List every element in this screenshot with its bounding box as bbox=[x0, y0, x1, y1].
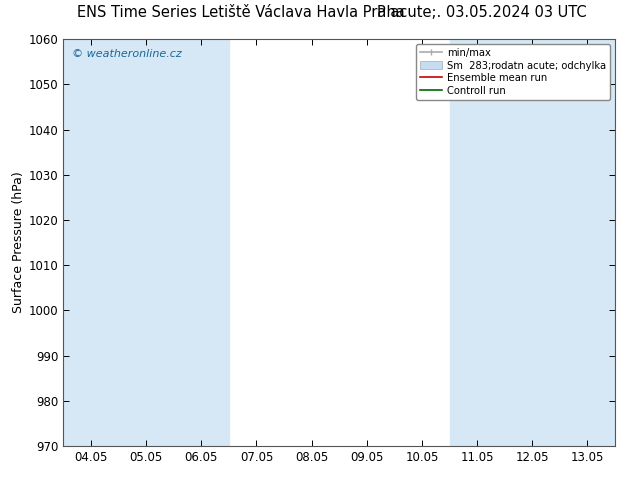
Bar bbox=[450, 39, 505, 446]
Y-axis label: Surface Pressure (hPa): Surface Pressure (hPa) bbox=[11, 172, 25, 314]
Text: P acute;. 03.05.2024 03 UTC: P acute;. 03.05.2024 03 UTC bbox=[377, 4, 586, 20]
Legend: min/max, Sm  283;rodatn acute; odchylka, Ensemble mean run, Controll run: min/max, Sm 283;rodatn acute; odchylka, … bbox=[416, 44, 610, 99]
Text: © weatheronline.cz: © weatheronline.cz bbox=[72, 49, 181, 59]
Bar bbox=[560, 39, 615, 446]
Bar bbox=[174, 39, 229, 446]
Text: ENS Time Series Letiště Václava Havla Praha: ENS Time Series Letiště Václava Havla Pr… bbox=[77, 4, 404, 20]
Bar bbox=[63, 39, 119, 446]
Bar bbox=[505, 39, 560, 446]
Bar bbox=[119, 39, 174, 446]
